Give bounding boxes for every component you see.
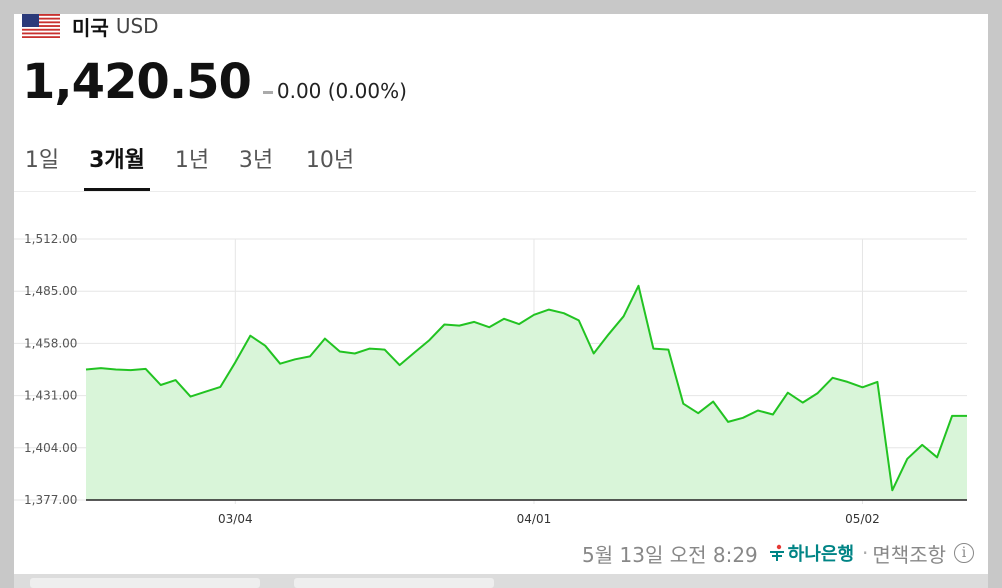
disclaimer-link[interactable]: 면책조항 xyxy=(872,542,946,567)
chart-area-fill xyxy=(86,285,967,500)
y-tick-label: 1,512.00 xyxy=(24,232,77,246)
info-icon[interactable]: i xyxy=(954,543,974,563)
currency-header: 미국 USD xyxy=(22,14,159,40)
placeholder-bar xyxy=(294,578,494,588)
x-tick-label: 05/02 xyxy=(845,512,880,526)
us-flag-icon xyxy=(22,14,60,38)
x-tick-label: 04/01 xyxy=(517,512,552,526)
y-tick-label: 1,458.00 xyxy=(24,336,77,350)
bank-name: 하나은행 xyxy=(787,544,855,565)
separator-dot: · xyxy=(862,541,869,565)
exchange-rate-chart: 1,512.00 1,485.00 1,458.00 1,431.00 1,404.00… xyxy=(14,232,967,526)
bank-logo: 하나은행 xyxy=(768,540,854,566)
tab-10-years[interactable]: 10년 xyxy=(305,148,355,173)
tab-1-day[interactable]: 1일 xyxy=(24,148,60,173)
chart-line xyxy=(85,284,967,492)
y-tick-label: 1,404.00 xyxy=(24,441,77,455)
rate-change: 0.00 (0.00%) xyxy=(262,79,407,103)
tab-3-months[interactable]: 3개월 xyxy=(84,142,150,191)
x-tick-label: 03/04 xyxy=(218,512,253,526)
footer: 5월 13일 오전 8:29 하나은행 · 면책조항 i xyxy=(582,538,974,568)
no-change-dash-icon xyxy=(262,91,273,94)
rate-change-value: 0.00 (0.00%) xyxy=(276,79,407,103)
placeholder-bar xyxy=(30,578,260,588)
currency-code: USD xyxy=(115,14,159,38)
hana-bank-logo-icon xyxy=(769,544,784,561)
y-tick-label: 1,485.00 xyxy=(24,284,77,298)
exchange-rate-value: 1,420.50 xyxy=(22,54,252,110)
update-timestamp: 5월 13일 오전 8:29 xyxy=(582,542,758,567)
exchange-rate-card: 미국 USD 1,420.50 0.00 (0.00%) 1일 3개월 1년 3… xyxy=(14,14,988,574)
tab-3-years[interactable]: 3년 xyxy=(238,148,274,173)
tab-1-year[interactable]: 1년 xyxy=(174,148,210,173)
price-row: 1,420.50 0.00 (0.00%) xyxy=(22,54,407,110)
y-tick-label: 1,377.00 xyxy=(24,493,77,507)
y-tick-label: 1,431.00 xyxy=(24,389,77,403)
country-name: 미국 xyxy=(72,15,109,40)
period-tabs: 1일 3개월 1년 3년 10년 xyxy=(14,134,976,192)
bottom-strip xyxy=(14,574,988,588)
